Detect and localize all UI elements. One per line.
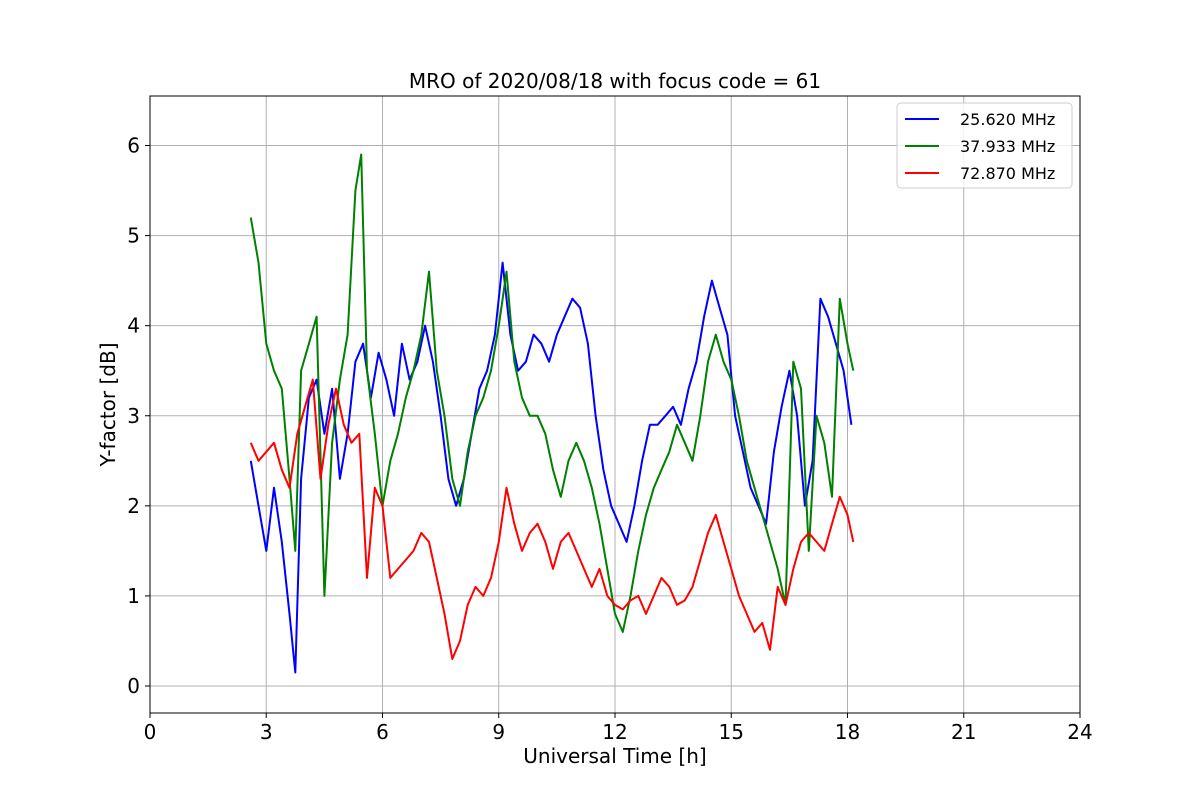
x-tick-label: 12: [602, 720, 627, 744]
x-tick-label: 15: [719, 720, 744, 744]
y-axis-label: Y-factor [dB]: [96, 342, 120, 467]
legend-entry-3: 72.870 MHz: [960, 164, 1055, 183]
x-tick-label: 18: [835, 720, 860, 744]
y-tick-label: 3: [127, 404, 140, 428]
y-tick-label: 0: [127, 674, 140, 698]
legend: 25.620 MHz 37.933 MHz 72.870 MHz: [896, 102, 1073, 189]
y-tick-label: 1: [127, 584, 140, 608]
x-tick-label: 24: [1067, 720, 1092, 744]
y-tick-label: 5: [127, 224, 140, 248]
y-tick-label: 4: [127, 314, 140, 338]
x-axis-label: Universal Time [h]: [523, 744, 706, 768]
legend-entry-1: 25.620 MHz: [960, 110, 1055, 129]
chart-title: MRO of 2020/08/18 with focus code = 61: [409, 69, 821, 93]
plot-series: [249, 153, 855, 674]
x-tick-label: 9: [492, 720, 505, 744]
y-tick-label: 6: [127, 134, 140, 158]
series-line-3: [249, 378, 855, 660]
legend-entry-2: 37.933 MHz: [960, 137, 1055, 156]
y-tick-label: 2: [127, 494, 140, 518]
legend-box: [896, 102, 1073, 189]
series-line-2: [249, 153, 855, 633]
x-tick-label: 3: [260, 720, 273, 744]
x-tick-label: 0: [144, 720, 157, 744]
x-tick-label: 21: [951, 720, 976, 744]
x-tick-label: 6: [376, 720, 389, 744]
